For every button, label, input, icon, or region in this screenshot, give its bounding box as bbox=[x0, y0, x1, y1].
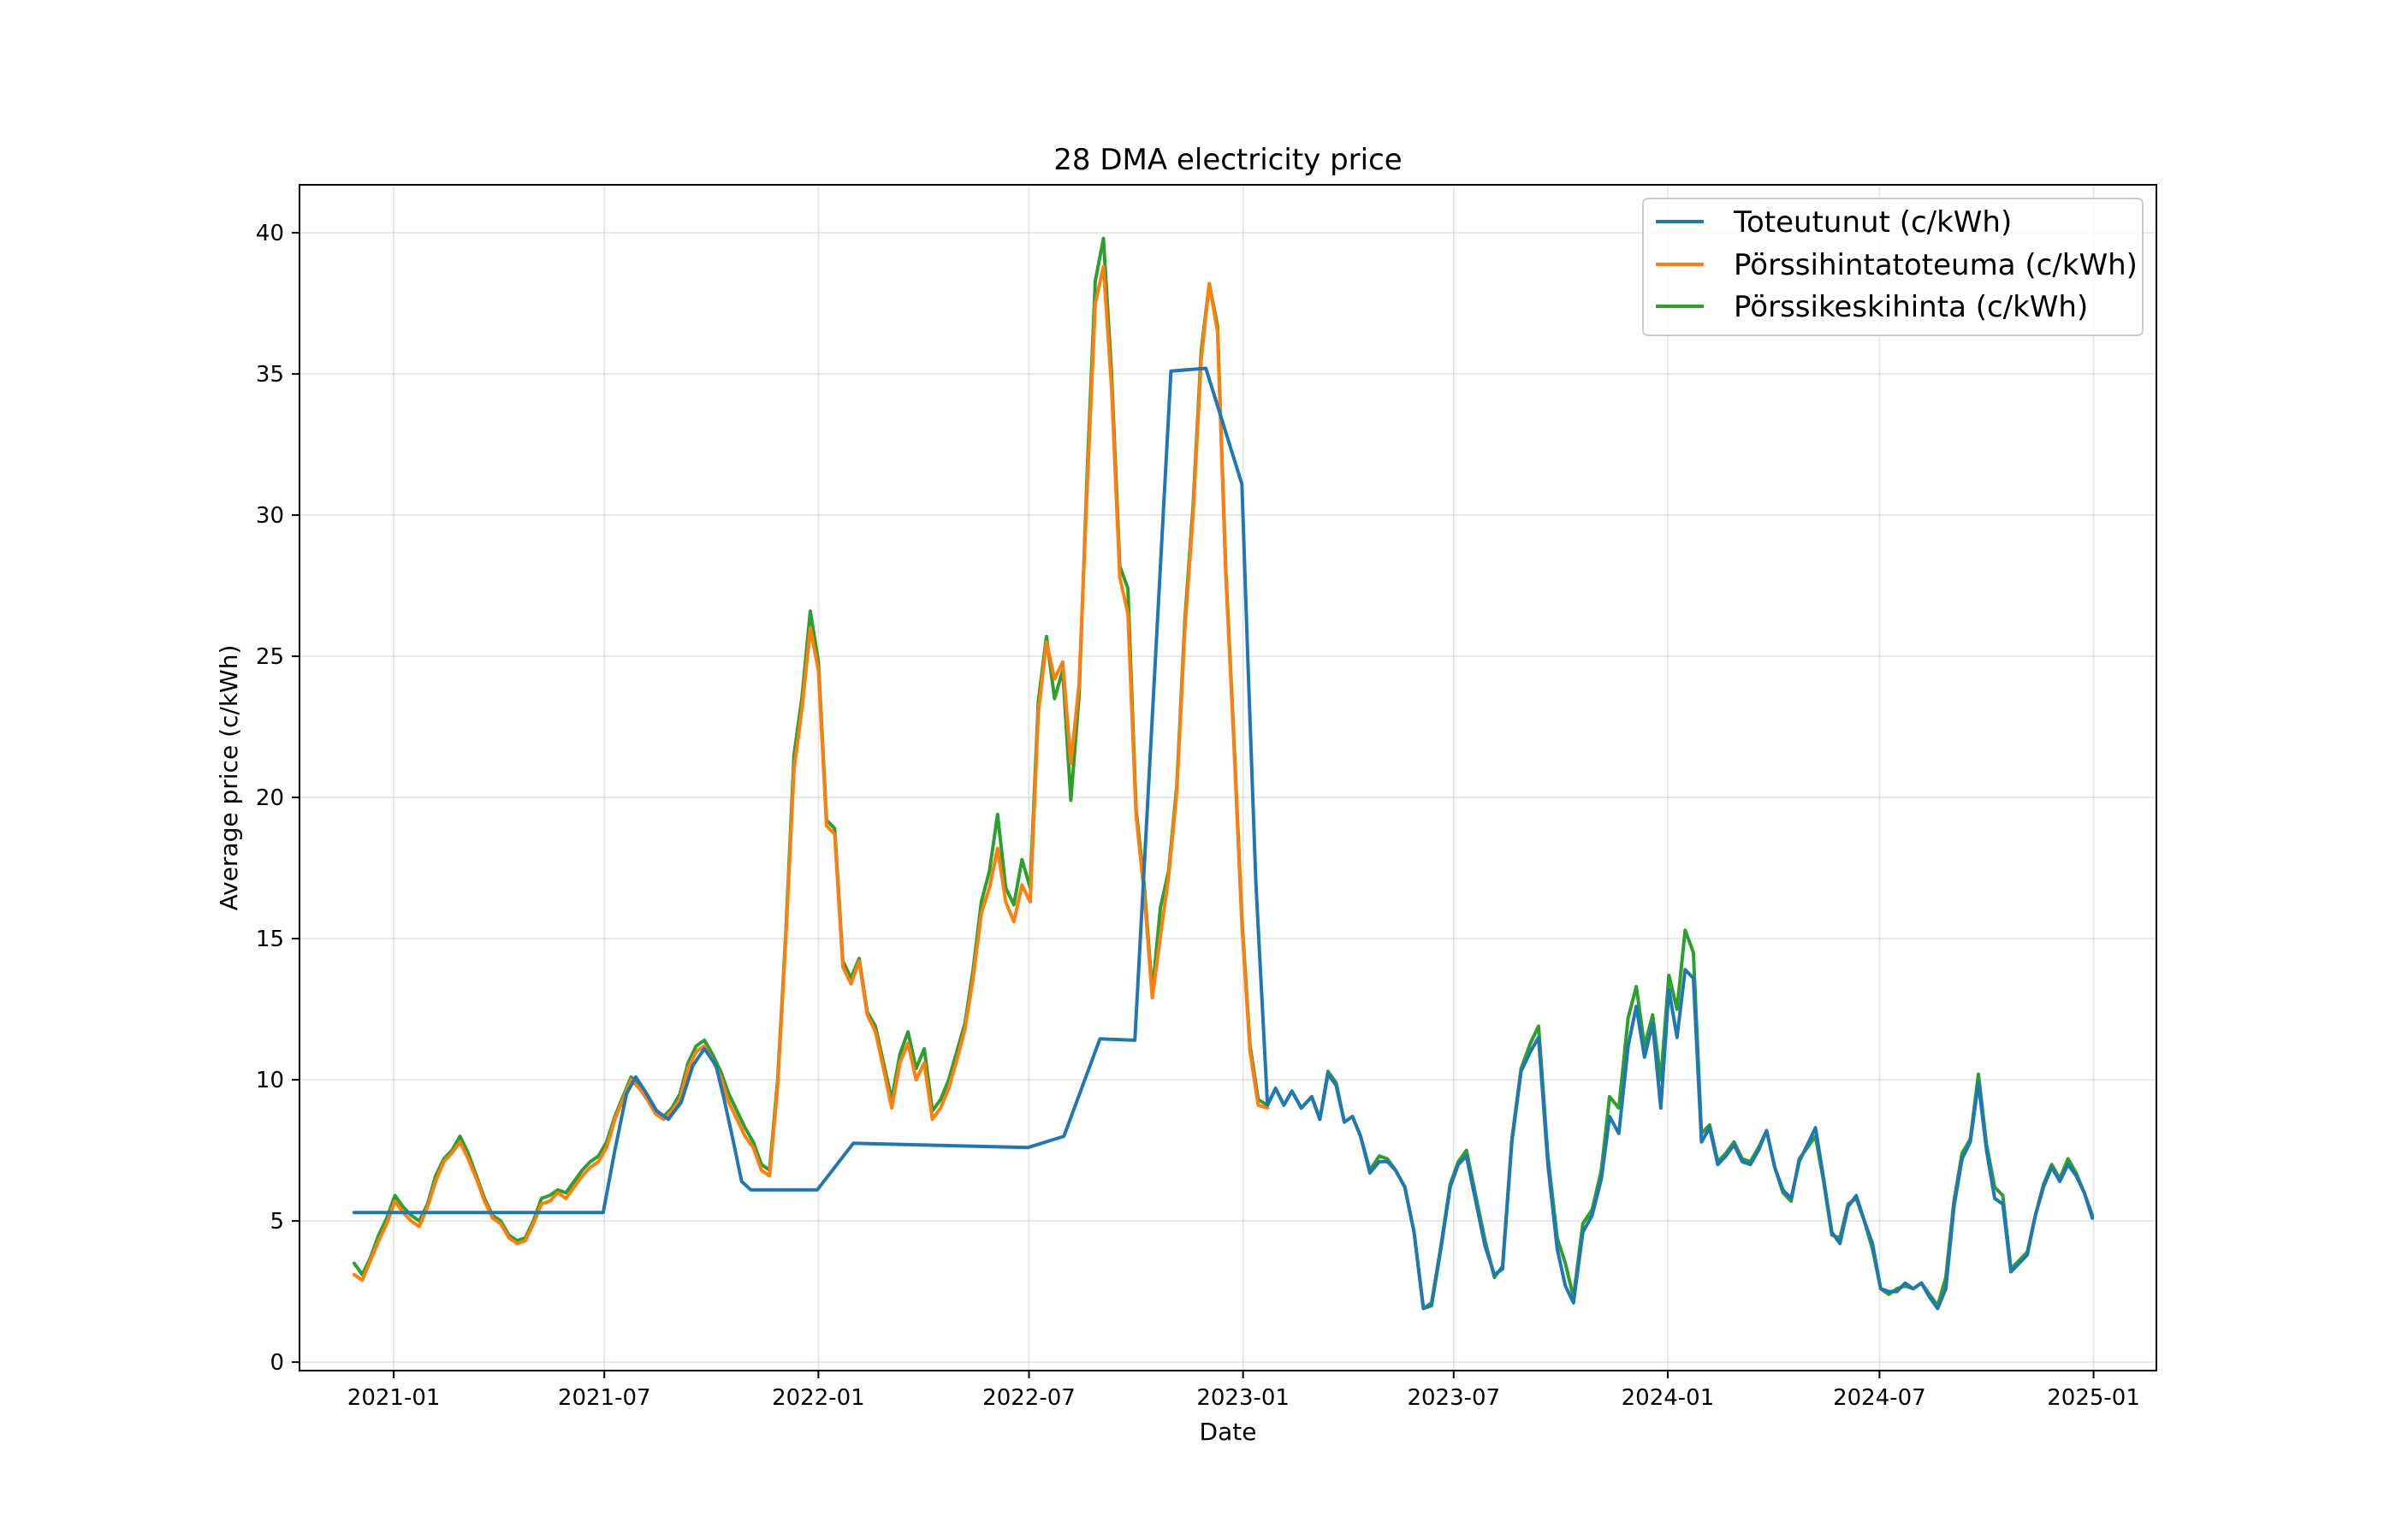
y-axis-label: Average price (c/kWh) bbox=[215, 645, 243, 911]
legend-label-porssikeskihinta: Pörssikeskihinta (c/kWh) bbox=[1734, 290, 2088, 324]
y-tick-label: 35 bbox=[256, 362, 284, 388]
grid bbox=[300, 185, 2156, 1371]
x-tick-label: 2021-01 bbox=[347, 1385, 441, 1411]
x-tick-label: 2021-07 bbox=[558, 1385, 651, 1411]
y-tick-label: 40 bbox=[256, 221, 284, 246]
y-tick-label: 30 bbox=[256, 503, 284, 529]
x-tick-label: 2022-07 bbox=[982, 1385, 1076, 1411]
y-tick-label: 20 bbox=[256, 785, 284, 811]
plot-lines bbox=[352, 236, 2095, 1311]
y-tick-label: 10 bbox=[256, 1068, 284, 1093]
y-tick-label: 25 bbox=[256, 644, 284, 670]
y-tick-label: 0 bbox=[270, 1350, 284, 1376]
x-tick-label: 2024-07 bbox=[1833, 1385, 1926, 1411]
series-line-0 bbox=[352, 366, 2095, 1311]
y-tick-label: 15 bbox=[256, 927, 284, 952]
plot-frame bbox=[299, 184, 2157, 1371]
x-tick-label: 2024-01 bbox=[1622, 1385, 1715, 1411]
chart-title: 28 DMA electricity price bbox=[1053, 143, 1402, 177]
legend-label-porssihintatoteuma: Pörssihintatoteuma (c/kWh) bbox=[1734, 248, 2138, 282]
x-axis-ticks: 2021-01 2021-07 2022-01 2022-07 2023-01 2023-… bbox=[347, 1371, 2140, 1411]
y-axis-ticks: 0 5 10 15 20 25 30 35 40 bbox=[256, 221, 300, 1376]
x-tick-label: 2023-07 bbox=[1407, 1385, 1500, 1411]
x-tick-label: 2022-01 bbox=[772, 1385, 865, 1411]
legend-box bbox=[1642, 198, 2144, 336]
x-axis-label: Date bbox=[1200, 1418, 1257, 1446]
x-tick-label: 2023-01 bbox=[1196, 1385, 1290, 1411]
legend: Toteutunut (c/kWh) Pörssihintatoteuma (c… bbox=[1642, 198, 2144, 336]
series-line-1 bbox=[352, 264, 1270, 1282]
y-tick-label: 5 bbox=[270, 1209, 284, 1235]
x-tick-label: 2025-01 bbox=[2047, 1385, 2140, 1411]
legend-label-toteutunut: Toteutunut (c/kWh) bbox=[1733, 205, 2012, 240]
